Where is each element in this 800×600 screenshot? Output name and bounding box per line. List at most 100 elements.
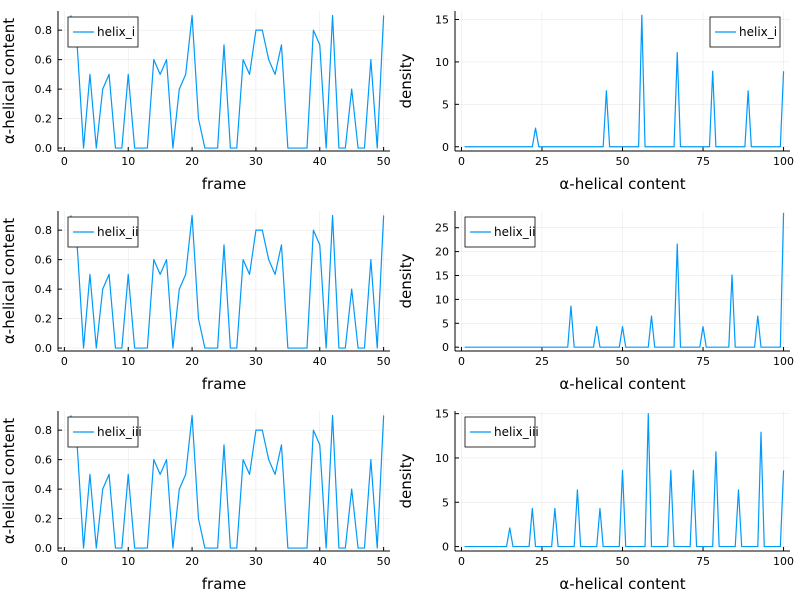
x-tick-label: 50 — [616, 155, 630, 168]
x-tick-label: 20 — [185, 155, 199, 168]
y-axis-title: density — [397, 453, 415, 508]
y-axis-title: density — [397, 53, 415, 108]
x-tick-label: 100 — [773, 355, 794, 368]
legend: helix_i — [709, 16, 781, 48]
y-tick-label: 0.0 — [35, 142, 53, 155]
x-tick-label: 25 — [535, 355, 549, 368]
chart-panel-top-left: 0 10 20 30 40 50 0.0 0.2 0.4 0.6 0.8 frame α-helical… — [0, 11, 391, 193]
x-tick-label: 50 — [616, 355, 630, 368]
y-tick-label: 0.4 — [35, 83, 53, 96]
y-tick-label: 5 — [442, 98, 449, 111]
x-tick-label: 0 — [61, 555, 68, 568]
x-tick-label: 40 — [313, 555, 327, 568]
legend-box — [67, 416, 139, 448]
series-line-helix_ii — [70, 214, 385, 349]
x-axis-title: α-helical content — [559, 175, 685, 193]
y-tick-label: 10 — [435, 293, 449, 306]
x-tick-label: 50 — [377, 555, 391, 568]
y-tick-label: 0.8 — [35, 424, 53, 437]
y-axis-title: α-helical content — [0, 218, 18, 344]
chart-panel-middle-right: 0 25 50 75 100 0 5 10 15 20 25 α-helical content den… — [397, 211, 794, 393]
x-tick-label: 25 — [535, 555, 549, 568]
y-tick-label: 5 — [442, 496, 449, 509]
y-tick-label: 0.6 — [35, 254, 53, 267]
y-tick-label: 20 — [435, 246, 449, 259]
series-line-helix_ii — [464, 212, 785, 348]
y-tick-label: 0.0 — [35, 542, 53, 555]
y-tick-label: 0.4 — [35, 483, 53, 496]
series-line-helix_i — [70, 14, 385, 149]
x-tick-label: 10 — [121, 555, 135, 568]
y-tick-label: 0.2 — [35, 313, 53, 326]
x-tick-label: 30 — [249, 555, 263, 568]
y-tick-label: 0.8 — [35, 224, 53, 237]
y-tick-label: 25 — [435, 222, 449, 235]
legend: helix_ii — [67, 216, 138, 248]
x-axis-title: frame — [202, 375, 246, 393]
x-tick-label: 75 — [696, 155, 710, 168]
y-axis-title: α-helical content — [0, 418, 18, 544]
x-tick-label: 50 — [377, 155, 391, 168]
x-tick-label: 0 — [458, 155, 465, 168]
legend-label: helix_i — [739, 25, 777, 39]
y-tick-label: 0.6 — [35, 54, 53, 67]
legend-label: helix_ii — [494, 225, 535, 239]
legend-label: helix_ii — [97, 225, 138, 239]
x-axis-title: α-helical content — [559, 375, 685, 393]
legend: helix_iii — [67, 416, 142, 448]
series-line-helix_iii — [464, 413, 785, 548]
x-tick-label: 75 — [696, 355, 710, 368]
x-tick-label: 50 — [377, 355, 391, 368]
x-axis-title: α-helical content — [559, 575, 685, 593]
y-tick-label: 0 — [442, 541, 449, 554]
x-tick-label: 30 — [249, 155, 263, 168]
y-tick-label: 15 — [435, 270, 449, 283]
x-tick-label: 20 — [185, 555, 199, 568]
legend-label: helix_iii — [494, 425, 539, 439]
x-tick-label: 75 — [696, 555, 710, 568]
y-tick-label: 5 — [442, 317, 449, 330]
legend: helix_iii — [464, 416, 539, 448]
legend: helix_ii — [464, 216, 535, 248]
x-tick-label: 40 — [313, 155, 327, 168]
legend-label: helix_iii — [97, 425, 142, 439]
y-tick-label: 0.8 — [35, 24, 53, 37]
legend: helix_i — [67, 16, 139, 48]
x-axis-title: frame — [202, 575, 246, 593]
y-tick-label: 0.0 — [35, 342, 53, 355]
y-tick-label: 15 — [435, 408, 449, 421]
chart-panel-middle-left: 0 10 20 30 40 50 0.0 0.2 0.4 0.6 0.8 frame α-helical… — [0, 211, 391, 393]
series-line-helix_iii — [70, 414, 385, 549]
chart-panel-bottom-left: 0 10 20 30 40 50 0.0 0.2 0.4 0.6 0.8 frame α-helical… — [0, 411, 391, 593]
y-tick-label: 0.2 — [35, 113, 53, 126]
x-tick-label: 30 — [249, 355, 263, 368]
x-tick-label: 0 — [61, 155, 68, 168]
y-tick-label: 0.6 — [35, 454, 53, 467]
x-tick-label: 10 — [121, 155, 135, 168]
y-tick-label: 0.4 — [35, 283, 53, 296]
x-tick-label: 100 — [773, 555, 794, 568]
x-tick-label: 100 — [773, 155, 794, 168]
x-tick-label: 40 — [313, 355, 327, 368]
x-tick-label: 10 — [121, 355, 135, 368]
x-tick-label: 20 — [185, 355, 199, 368]
y-tick-label: 0.2 — [35, 513, 53, 526]
y-tick-label: 15 — [435, 13, 449, 26]
y-tick-label: 10 — [435, 452, 449, 465]
legend-label: helix_i — [97, 25, 135, 39]
x-tick-label: 0 — [458, 355, 465, 368]
x-axis-title: frame — [202, 175, 246, 193]
y-axis-title: density — [397, 253, 415, 308]
x-tick-label: 25 — [535, 155, 549, 168]
x-tick-label: 0 — [61, 355, 68, 368]
y-tick-label: 10 — [435, 56, 449, 69]
x-tick-label: 50 — [616, 555, 630, 568]
y-tick-label: 0 — [442, 141, 449, 154]
y-tick-label: 0 — [442, 341, 449, 354]
x-tick-label: 0 — [458, 555, 465, 568]
y-axis-title: α-helical content — [0, 18, 18, 144]
chart-panel-bottom-right: 0 25 50 75 100 0 5 10 15 α-helical content density… — [397, 408, 794, 593]
series-line-helix_i — [464, 14, 785, 148]
chart-panel-top-right: 0 25 50 75 100 0 5 10 15 α-helical content density… — [397, 11, 794, 193]
